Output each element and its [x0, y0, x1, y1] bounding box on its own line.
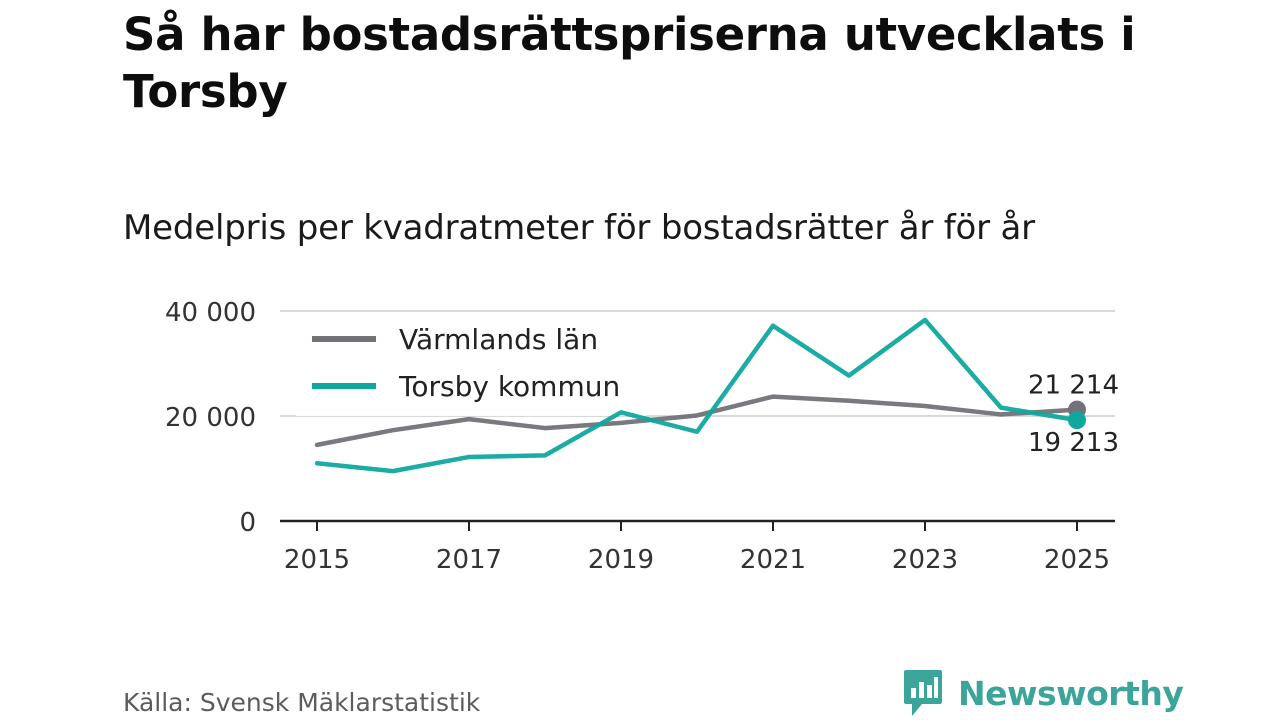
x-axis: 2015 2017 2019 2021 2023 2025 [280, 519, 1115, 575]
y-tick-label: 40 000 [165, 298, 256, 328]
series-line-torsby [314, 317, 1080, 474]
chat-bar-chart-icon [904, 670, 942, 716]
brand-logo: Newsworthy [902, 668, 1184, 718]
end-point-torsby [1068, 411, 1086, 430]
end-label-torsby: 19 213 [1028, 428, 1119, 458]
end-label-varmland: 21 214 [1028, 371, 1119, 401]
legend-label-varmland: Värmlands län [399, 323, 598, 356]
x-tick-label: 2015 [284, 545, 350, 575]
x-tick-label: 2017 [436, 545, 502, 575]
legend-label-torsby: Torsby kommun [398, 370, 620, 403]
series-line-varmland [314, 394, 1080, 448]
x-tick-label: 2023 [892, 545, 958, 575]
chart-subtitle: Medelpris per kvadratmeter för bostadsrä… [123, 208, 1035, 248]
brand-name: Newsworthy [958, 673, 1184, 713]
source-note: Källa: Svensk Mäklarstatistik [123, 688, 481, 717]
series-lines [314, 317, 1086, 474]
y-tick-label: 0 [239, 508, 256, 538]
legend-background [296, 312, 646, 416]
end-labels: 21 214 19 213 [1028, 371, 1119, 459]
x-tick-label: 2021 [740, 545, 806, 575]
x-tick-label: 2025 [1044, 545, 1110, 575]
x-tick-label: 2019 [588, 545, 654, 575]
chart-title: Så har bostadsrättspriserna utvecklats i… [123, 8, 1136, 118]
y-axis-ticks: 0 20 000 40 000 [165, 298, 256, 538]
legend: Värmlands län Torsby kommun [296, 312, 646, 416]
y-tick-label: 20 000 [165, 403, 256, 433]
